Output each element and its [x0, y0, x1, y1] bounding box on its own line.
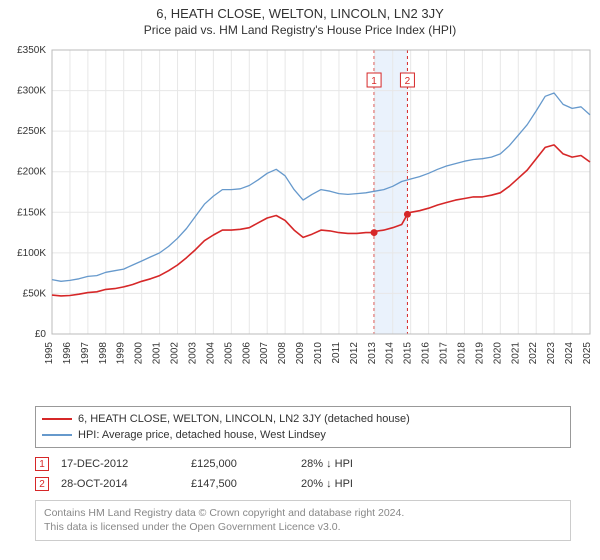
svg-text:£200K: £200K	[17, 167, 46, 178]
svg-text:2014: 2014	[385, 342, 396, 365]
svg-text:£350K: £350K	[17, 45, 46, 56]
svg-text:2008: 2008	[277, 342, 288, 365]
legend-item: HPI: Average price, detached house, West…	[42, 427, 564, 443]
svg-text:2016: 2016	[421, 342, 432, 365]
legend: 6, HEATH CLOSE, WELTON, LINCOLN, LN2 3JY…	[35, 406, 571, 448]
svg-text:2002: 2002	[170, 342, 181, 365]
svg-text:£50K: £50K	[23, 288, 47, 299]
chart-subtitle: Price paid vs. HM Land Registry's House …	[0, 21, 600, 41]
legend-swatch	[42, 434, 72, 436]
svg-text:2021: 2021	[510, 342, 521, 365]
legend-swatch	[42, 418, 72, 420]
svg-text:2023: 2023	[546, 342, 557, 365]
svg-text:2022: 2022	[528, 342, 539, 365]
svg-text:2007: 2007	[259, 342, 270, 365]
svg-text:2: 2	[405, 76, 411, 87]
sales-table: 1 17-DEC-2012 £125,000 28% ↓ HPI 2 28-OC…	[35, 454, 571, 494]
svg-text:2018: 2018	[456, 342, 467, 365]
sale-row: 1 17-DEC-2012 £125,000 28% ↓ HPI	[35, 454, 571, 474]
svg-text:2004: 2004	[205, 342, 216, 365]
sale-date: 17-DEC-2012	[61, 458, 191, 470]
svg-text:2000: 2000	[134, 342, 145, 365]
svg-text:2025: 2025	[582, 342, 593, 365]
svg-text:£150K: £150K	[17, 207, 46, 218]
svg-text:2017: 2017	[439, 342, 450, 365]
svg-text:2019: 2019	[474, 342, 485, 365]
svg-text:2015: 2015	[403, 342, 414, 365]
sale-row: 2 28-OCT-2014 £147,500 20% ↓ HPI	[35, 474, 571, 494]
svg-text:1999: 1999	[116, 342, 127, 365]
svg-text:2009: 2009	[295, 342, 306, 365]
svg-text:£100K: £100K	[17, 248, 46, 259]
legend-label: 6, HEATH CLOSE, WELTON, LINCOLN, LN2 3JY…	[78, 413, 410, 425]
sale-delta: 28% ↓ HPI	[301, 458, 411, 470]
svg-text:2020: 2020	[492, 342, 503, 365]
svg-text:1998: 1998	[98, 342, 109, 365]
svg-text:2012: 2012	[349, 342, 360, 365]
svg-text:1996: 1996	[62, 342, 73, 365]
sale-delta: 20% ↓ HPI	[301, 478, 411, 490]
svg-text:2005: 2005	[223, 342, 234, 365]
svg-text:2003: 2003	[187, 342, 198, 365]
svg-text:£0: £0	[35, 329, 47, 340]
legend-label: HPI: Average price, detached house, West…	[78, 429, 326, 441]
sale-price: £147,500	[191, 478, 301, 490]
sale-date: 28-OCT-2014	[61, 478, 191, 490]
svg-text:2011: 2011	[331, 342, 342, 364]
svg-text:2013: 2013	[367, 342, 378, 365]
svg-text:2006: 2006	[241, 342, 252, 365]
sale-price: £125,000	[191, 458, 301, 470]
footer-attribution: Contains HM Land Registry data © Crown c…	[35, 500, 571, 541]
chart-title: 6, HEATH CLOSE, WELTON, LINCOLN, LN2 3JY	[0, 0, 600, 21]
svg-text:2024: 2024	[564, 342, 575, 365]
svg-text:1995: 1995	[44, 342, 55, 365]
footer-line: This data is licensed under the Open Gov…	[44, 521, 562, 535]
svg-text:1: 1	[371, 76, 377, 87]
svg-text:1997: 1997	[80, 342, 91, 365]
svg-text:2010: 2010	[313, 342, 324, 365]
sale-marker-icon: 2	[35, 477, 49, 491]
svg-text:£300K: £300K	[17, 86, 46, 97]
svg-text:2001: 2001	[152, 342, 163, 365]
footer-line: Contains HM Land Registry data © Crown c…	[44, 507, 562, 521]
legend-item: 6, HEATH CLOSE, WELTON, LINCOLN, LN2 3JY…	[42, 411, 564, 427]
svg-text:£250K: £250K	[17, 126, 46, 137]
sale-marker-icon: 1	[35, 457, 49, 471]
chart: £0 £50K £100K £150K £200K £250K £300K £350K 1995…	[0, 44, 600, 400]
